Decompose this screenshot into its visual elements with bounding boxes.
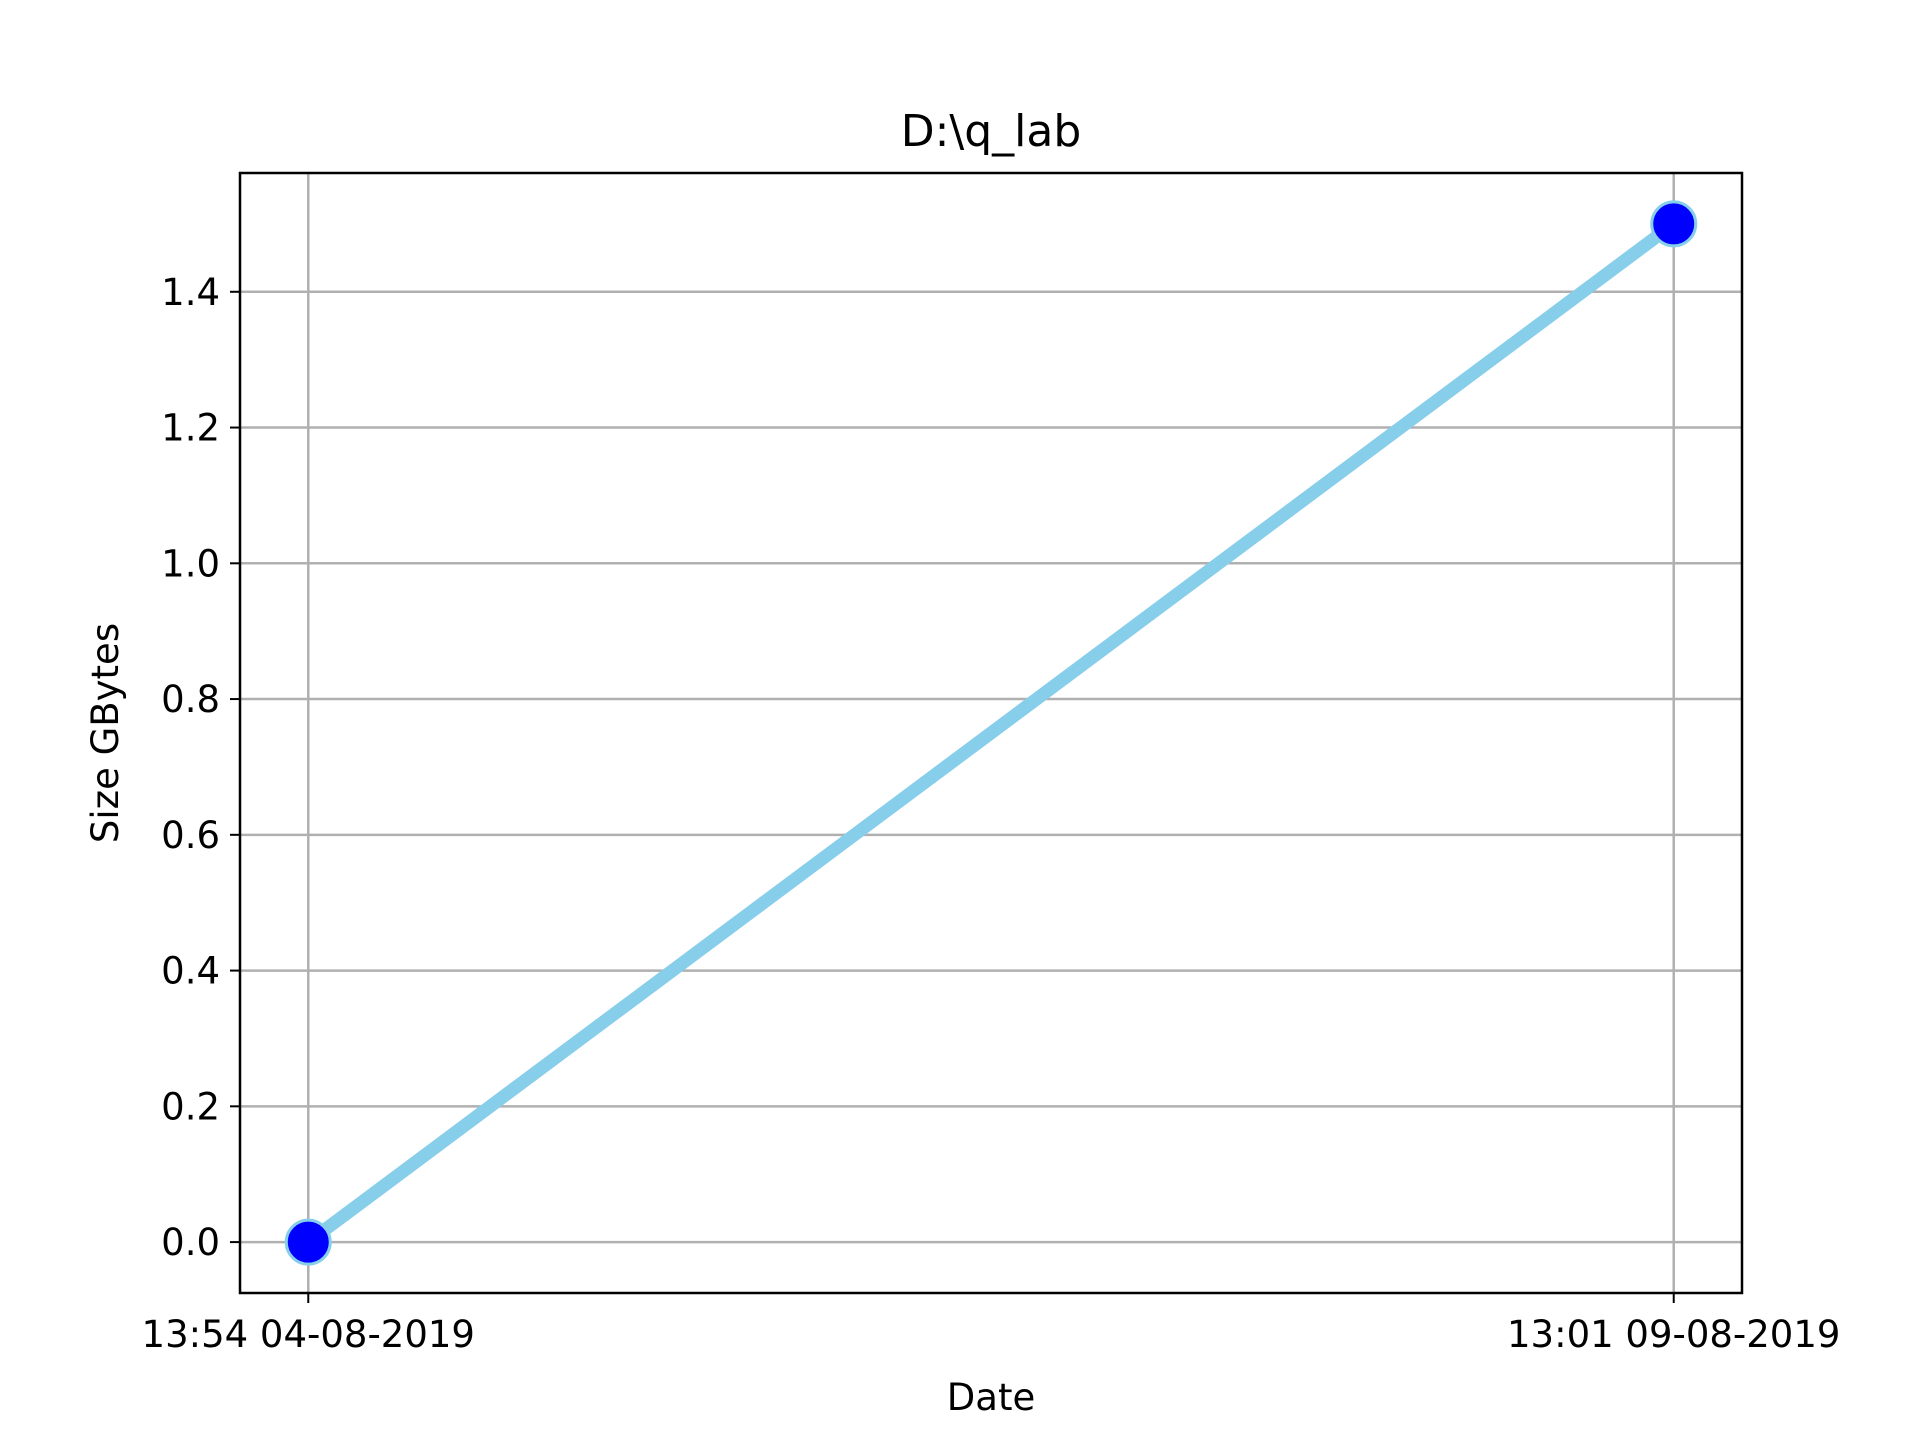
y-tick-label: 0.2 [161,1085,220,1128]
x-tick-label: 13:54 04-08-2019 [142,1313,475,1356]
data-point [284,1218,332,1266]
axis-ticks: 0.0 0.2 0.4 0.6 0.8 1.0 1.2 1.4 13:54 04-08-2019… [142,271,1841,1356]
data-point [1650,200,1698,248]
y-tick-label: 1.2 [161,407,220,450]
y-tick-label: 0.0 [161,1221,220,1264]
series-line [304,218,1678,1248]
y-tick-label: 1.4 [161,271,220,314]
y-tick-label: 1.0 [161,542,220,585]
y-tick-label: 0.8 [161,678,220,721]
y-tick-label: 0.6 [161,814,220,857]
chart-title: D:\q_lab [901,106,1082,157]
y-axis-label: Size GBytes [84,623,127,843]
y-tick-label: 0.4 [161,950,220,993]
x-tick-label: 13:01 09-08-2019 [1507,1313,1840,1356]
x-axis-label: Date [947,1376,1035,1419]
plot-frame [238,171,1744,1295]
data-series [284,200,1698,1266]
